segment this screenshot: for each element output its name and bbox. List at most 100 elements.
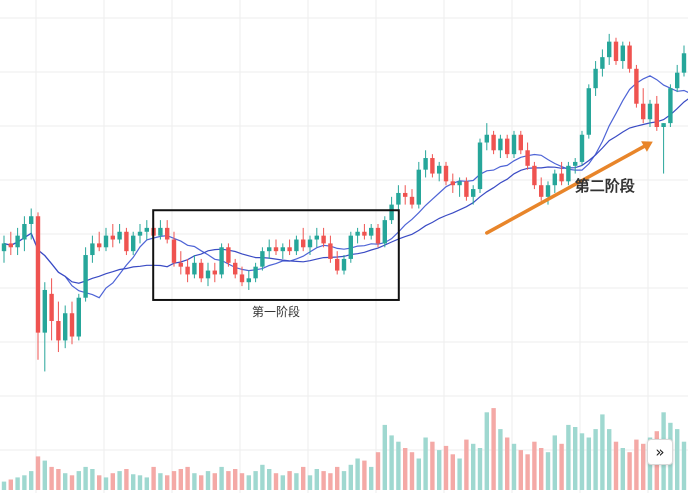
candle-body — [131, 235, 136, 252]
candle-body — [335, 258, 340, 271]
candle — [56, 301, 61, 353]
volume-bar — [117, 471, 122, 490]
candle-body — [294, 239, 299, 252]
candle — [35, 212, 41, 360]
volume-bar — [171, 471, 177, 490]
volume-bar — [396, 441, 401, 490]
candle — [171, 231, 177, 267]
volume-bar — [192, 473, 197, 490]
volume-bar — [103, 477, 109, 490]
candle-body — [321, 235, 326, 244]
candle — [137, 224, 143, 244]
volume-bar — [457, 458, 462, 490]
volume-bar — [49, 466, 54, 490]
volume-bar — [69, 475, 75, 490]
candle — [559, 161, 564, 186]
candle — [246, 270, 251, 290]
candle-body — [226, 247, 231, 263]
volume-bar — [267, 469, 272, 490]
candle-body — [396, 192, 401, 205]
volume-bar — [151, 466, 156, 490]
candle — [654, 95, 659, 131]
candle — [212, 262, 217, 283]
volume-bar — [199, 475, 204, 490]
candle-body — [76, 297, 81, 337]
candle-body — [29, 216, 34, 224]
ma-slow-line — [3, 98, 688, 284]
candle — [1, 235, 7, 263]
candle — [301, 227, 306, 252]
candle — [15, 227, 20, 256]
volume-bar — [165, 475, 170, 490]
candle — [165, 220, 170, 244]
candle — [600, 49, 605, 77]
candle-body — [552, 173, 557, 186]
volume-bar — [681, 441, 687, 490]
volume-bar — [566, 424, 571, 490]
candle — [219, 243, 224, 279]
candle-body — [471, 189, 476, 197]
candle-body — [539, 185, 544, 197]
volume-bar — [532, 441, 537, 490]
scroll-to-latest-button[interactable]: » — [647, 439, 673, 465]
volume-bar — [375, 452, 381, 490]
candle — [457, 177, 462, 197]
candle-body — [49, 293, 54, 321]
candle-body — [477, 142, 483, 190]
candle — [321, 227, 326, 248]
candle-body — [369, 227, 374, 236]
candle — [525, 142, 530, 170]
volume-bar — [341, 471, 347, 490]
candle — [117, 224, 122, 244]
candle — [396, 185, 401, 213]
volume-bar — [280, 475, 285, 490]
candle — [539, 177, 544, 201]
volume-bar — [416, 458, 421, 490]
candle-body — [668, 88, 673, 124]
volume-bar — [239, 473, 245, 490]
volume-bar — [552, 435, 557, 490]
stage1-label: 第一阶段 — [252, 304, 300, 319]
candle-body — [171, 239, 177, 263]
candle-body — [620, 45, 625, 62]
candle-body — [219, 247, 224, 275]
candle — [634, 64, 639, 108]
candle-body — [117, 231, 122, 240]
candle-body — [641, 103, 646, 120]
volume-bar — [314, 469, 319, 490]
volume-bar — [321, 471, 326, 490]
candle — [144, 220, 149, 240]
volume-bar — [273, 473, 279, 490]
candle-body — [613, 41, 619, 62]
candle-body — [1, 243, 7, 252]
candle — [131, 231, 136, 256]
volume-bar — [205, 471, 211, 490]
volume-bar — [511, 443, 517, 490]
candles — [1, 33, 687, 372]
candle-body — [498, 138, 503, 151]
volume-bar — [294, 473, 299, 490]
volume-bar — [131, 474, 136, 490]
candle-body — [42, 289, 47, 333]
volume-bar — [641, 443, 646, 490]
candle-body — [681, 53, 687, 73]
volume-bar — [525, 454, 530, 490]
candle — [69, 301, 75, 345]
candle-body — [443, 165, 449, 182]
candle — [63, 305, 68, 349]
candle — [341, 255, 347, 275]
volume-bar — [518, 450, 523, 490]
candle-body — [280, 247, 285, 252]
volume-bar — [389, 435, 394, 490]
candle — [464, 177, 469, 201]
candle-body — [525, 150, 530, 166]
candle-body — [511, 134, 517, 155]
volume-bar — [246, 475, 251, 490]
candle — [593, 61, 598, 96]
candle — [83, 247, 88, 302]
candle-body — [22, 224, 27, 240]
candle-body — [178, 262, 183, 267]
candle — [328, 235, 333, 263]
volume-bar — [539, 448, 544, 490]
